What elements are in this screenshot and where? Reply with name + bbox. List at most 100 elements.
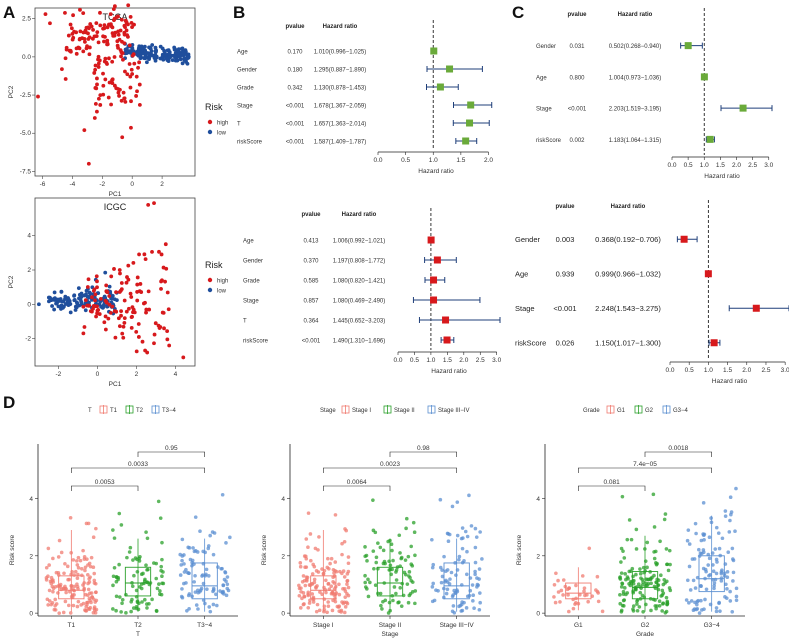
data-point [693, 521, 698, 526]
data-point [619, 546, 624, 551]
point-high [140, 339, 145, 344]
point-low [153, 45, 158, 50]
data-point [412, 530, 417, 535]
point-low [59, 303, 64, 308]
data-point [574, 583, 578, 588]
point-high [70, 37, 75, 42]
data-point [145, 606, 149, 610]
row-pvalue: 0.170 [287, 50, 303, 56]
point-high [147, 307, 152, 312]
data-point [434, 588, 438, 592]
y-tick-label: -5.0 [20, 130, 32, 137]
data-point [397, 600, 401, 604]
point-high [126, 263, 131, 268]
row-hr-text: 1.587(1.409−1.787) [314, 140, 367, 146]
point-low [158, 44, 163, 49]
data-point [455, 533, 460, 538]
data-point [44, 565, 49, 570]
row-label: T [243, 319, 247, 325]
data-point [453, 591, 457, 595]
data-point [404, 526, 408, 531]
data-point [333, 560, 338, 564]
row-pvalue: <0.001 [568, 107, 587, 113]
data-point [552, 595, 556, 599]
point-high [93, 304, 98, 309]
data-point [619, 585, 624, 589]
data-point [46, 546, 51, 551]
x-tick-label: G1 [574, 622, 583, 629]
point-high [93, 101, 98, 106]
point-low [163, 53, 168, 58]
y-axis-label: Risk score [9, 534, 16, 565]
data-point [94, 590, 98, 595]
data-point [463, 529, 468, 534]
data-point [715, 560, 719, 564]
data-point [150, 597, 154, 602]
point-high [81, 11, 86, 16]
point-high [102, 39, 106, 44]
point-high [102, 320, 107, 325]
y-tick-label: 2 [29, 553, 33, 560]
point-low [127, 50, 132, 55]
point-low [103, 295, 108, 300]
point-high [112, 33, 117, 38]
data-point [324, 590, 328, 595]
point-low [150, 43, 155, 47]
data-point [394, 568, 399, 572]
data-point [691, 578, 696, 583]
legend-label: G1 [617, 408, 626, 414]
point-high [124, 28, 129, 33]
data-point [159, 568, 163, 573]
point-high [119, 17, 124, 22]
data-point [131, 558, 135, 562]
point-high [135, 298, 140, 303]
data-point [559, 588, 564, 593]
y-axis-label: Risk score [516, 534, 523, 565]
data-point [558, 600, 562, 604]
row-pvalue: 0.002 [569, 138, 585, 144]
data-point [685, 578, 690, 583]
row-pvalue: 0.003 [556, 235, 575, 244]
data-point [413, 589, 418, 593]
legend-marker-low [207, 129, 213, 135]
data-point [659, 594, 664, 598]
row-hr-text: 1.004(0.973−1.036) [609, 75, 662, 81]
data-point [326, 604, 331, 608]
data-point [657, 603, 662, 608]
row-pvalue: <0.001 [286, 140, 305, 146]
x-tick-label: -2 [56, 371, 62, 378]
data-point [556, 590, 561, 594]
x-tick-label: 2.5 [476, 357, 485, 364]
point-high [108, 12, 113, 17]
data-point [407, 593, 412, 598]
data-point [51, 589, 55, 594]
data-point [656, 587, 661, 592]
data-point [620, 494, 625, 499]
data-point [629, 537, 634, 542]
data-point [641, 580, 645, 584]
point-high [103, 314, 108, 319]
data-point [653, 549, 658, 554]
data-point [701, 533, 706, 538]
point-high [60, 67, 64, 71]
hr-marker [442, 316, 450, 324]
forest-panel-forest_c1: pvalue Hazard ratio Gender 0.031 0.502(0.268… [536, 8, 774, 180]
data-point [444, 591, 449, 596]
data-point [662, 517, 667, 522]
point-high [86, 161, 91, 166]
data-point [686, 528, 691, 532]
point-high [135, 290, 140, 294]
data-point [731, 570, 736, 575]
point-high [81, 331, 86, 336]
row-hr-text: 1.130(0.878−1.453) [314, 86, 367, 92]
data-point [638, 584, 642, 589]
data-point [399, 604, 404, 608]
data-point [154, 608, 159, 613]
data-point [297, 583, 301, 588]
data-point [71, 603, 76, 608]
data-point [342, 575, 347, 579]
point-high [131, 260, 136, 265]
row-label: Stage [515, 304, 535, 313]
data-point [81, 548, 85, 553]
data-point [378, 545, 383, 550]
